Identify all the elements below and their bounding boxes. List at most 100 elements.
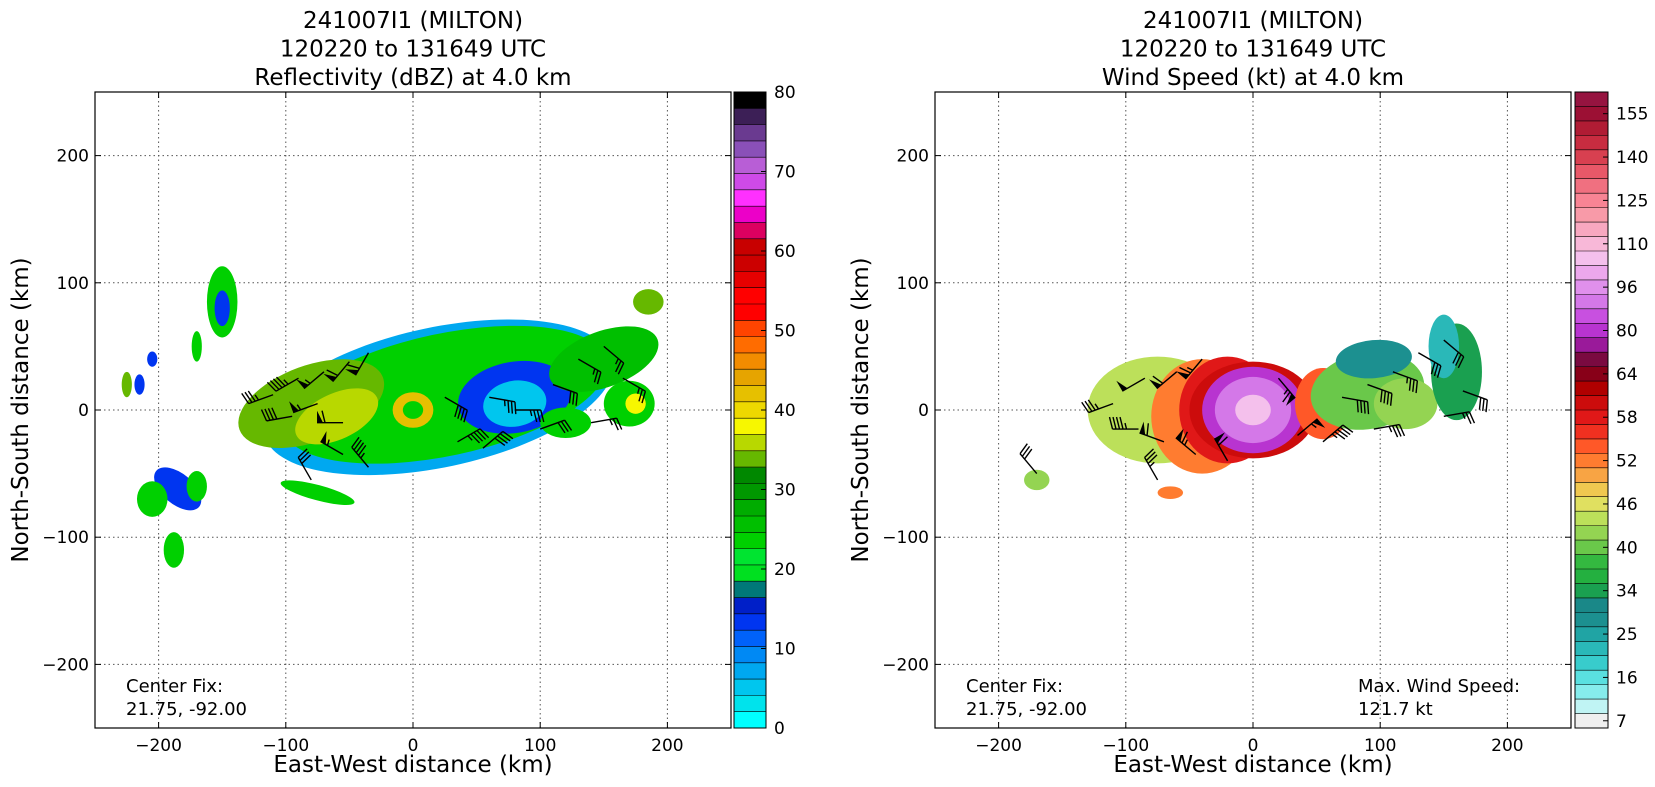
wind-barb	[1341, 396, 1370, 415]
colorbar-swatch	[734, 157, 766, 174]
wind-barb	[1443, 339, 1465, 369]
barb-staff	[1341, 396, 1370, 415]
echo-region	[1024, 469, 1050, 491]
colorbar-tick-label: 140	[1616, 148, 1648, 168]
annotation-text: Center Fix:	[966, 676, 1063, 697]
barb-staff	[1392, 371, 1419, 394]
colorbar-tick-label: 40	[1616, 538, 1638, 558]
colorbar-swatch	[734, 434, 766, 452]
barb-staff	[326, 361, 350, 383]
barb-staff	[317, 410, 344, 424]
wind-barb	[241, 390, 274, 405]
wind-barb	[1443, 411, 1476, 425]
barb-staff	[514, 409, 545, 423]
colorbar-swatch	[1575, 164, 1608, 180]
colorbar-swatch	[1575, 641, 1608, 657]
wind-barb	[1176, 358, 1203, 380]
y-tick-label: 200	[897, 147, 929, 167]
colorbar: 7 16 25 34 40 46 52 58 64 80 96 110 125 140 155	[1574, 91, 1648, 732]
colorbar-swatch	[734, 173, 766, 191]
wind-barb	[1213, 432, 1229, 462]
colorbar-swatch	[734, 124, 766, 142]
colorbar-swatch	[1575, 366, 1608, 382]
colorbar-swatch	[1575, 106, 1608, 122]
x-tick-label: 0	[408, 736, 419, 756]
panel-left: −200 −100 0 100 200−200−1000100200East-West …	[8, 8, 796, 778]
title-line: Wind Speed (kt) at 4.0 km	[1102, 65, 1404, 91]
x-tick-label: 200	[651, 736, 683, 756]
x-tick-label: 100	[524, 736, 556, 756]
colorbar-swatch	[1575, 149, 1608, 165]
y-tick-label: 100	[897, 274, 929, 294]
colorbar-swatch	[734, 206, 766, 223]
echo-region	[1335, 339, 1412, 379]
colorbar-swatch	[734, 320, 766, 337]
barb-staff	[457, 428, 490, 444]
colorbar-tick-label: 60	[774, 242, 796, 262]
colorbar-swatch	[1575, 612, 1608, 628]
colorbar-tick-label: 96	[1616, 278, 1638, 298]
colorbar-swatch	[734, 369, 766, 386]
echo-region	[625, 393, 646, 414]
y-axis-label: North-South distance (km)	[8, 257, 34, 562]
colorbar-swatch	[734, 662, 766, 680]
x-tick-label: 100	[1364, 736, 1396, 756]
colorbar-tick-label: 34	[1616, 582, 1638, 602]
colorbar-swatch	[734, 352, 766, 370]
wind-barb	[351, 436, 370, 468]
colorbar-swatch	[1575, 308, 1608, 324]
colorbar-swatch	[734, 271, 766, 288]
wind-barb	[1149, 371, 1178, 390]
colorbar-tick-label: 80	[774, 83, 796, 103]
colorbar-swatch	[1575, 496, 1608, 512]
wind-barb	[1143, 448, 1159, 481]
barb-staff	[1277, 377, 1296, 403]
barb-staff	[303, 371, 325, 390]
barb-staff	[1175, 431, 1197, 456]
annotation-text: 21.75, -92.00	[966, 699, 1087, 720]
barb-flag	[1214, 432, 1225, 444]
barb-staff	[241, 390, 274, 405]
colorbar-swatch	[734, 450, 766, 468]
echo-region	[191, 331, 202, 362]
barb-staff	[552, 383, 579, 406]
colorbar-tick-label: 64	[1616, 365, 1638, 385]
barb-flag	[323, 373, 337, 382]
wind-barb	[260, 407, 293, 422]
colorbar-swatch	[1575, 453, 1608, 469]
colorbar-swatch	[1575, 222, 1608, 237]
echo-region	[402, 401, 424, 419]
colorbar-swatch	[734, 630, 766, 647]
echo-region	[280, 480, 355, 506]
wind-barb	[1139, 421, 1165, 443]
wind-barb	[578, 358, 602, 385]
colorbar-swatch	[1575, 626, 1608, 642]
colorbar-swatch	[1575, 511, 1608, 526]
echo-region	[295, 388, 379, 445]
wind-barb	[552, 383, 579, 406]
colorbar-tick-label: 40	[774, 401, 796, 421]
barb-flag	[317, 410, 324, 423]
barb-staff	[1418, 352, 1442, 378]
colorbar-swatch	[1575, 178, 1608, 194]
barb-flag	[1149, 379, 1162, 389]
x-tick-label: −100	[262, 736, 309, 756]
colorbar-swatch	[1575, 410, 1608, 425]
wind-barb	[323, 361, 350, 383]
barb-flag	[1116, 380, 1128, 392]
barb-staff	[539, 419, 573, 434]
barb-staff	[1213, 436, 1229, 462]
title-line: Reflectivity (dBZ) at 4.0 km	[254, 65, 571, 91]
colorbar-swatch	[734, 695, 766, 712]
barb-staff	[482, 430, 514, 449]
annotation-text: Max. Wind Speed:	[1358, 676, 1520, 697]
barb-staff	[266, 376, 299, 392]
colorbar-swatch	[1575, 352, 1608, 367]
barb-staff	[1122, 377, 1146, 392]
colorbar-swatch	[734, 304, 766, 321]
barb-staff	[1108, 416, 1139, 430]
colorbar-tick-label: 7	[1616, 712, 1627, 732]
barb-staff	[1152, 371, 1178, 390]
wind-barb	[320, 431, 344, 456]
colorbar-swatch	[1575, 135, 1608, 151]
